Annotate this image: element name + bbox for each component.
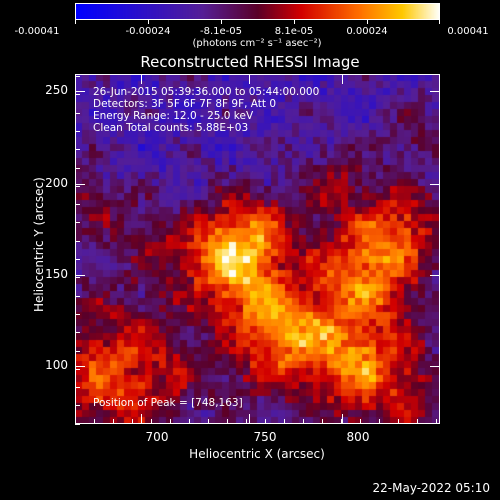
x-axis-label: Heliocentric X (arcsec) — [189, 447, 325, 461]
colorbar-tick-label: 8.1e-05 — [274, 26, 314, 37]
y-major-tick — [75, 275, 85, 276]
y-minor-tick — [75, 332, 80, 334]
colorbar-tick-label: -0.00024 — [125, 26, 171, 37]
x-minor-tick — [341, 419, 342, 424]
y-minor-tick — [75, 112, 80, 114]
x-minor-tick — [170, 419, 171, 424]
y-tick-label: 150 — [45, 267, 68, 281]
y-minor-tick — [75, 130, 80, 132]
x-major-tick-top — [249, 74, 250, 84]
y-major-tick — [75, 184, 85, 185]
y-major-tick-right — [430, 184, 440, 185]
colorbar-tick — [75, 19, 76, 24]
y-minor-tick — [75, 387, 80, 389]
x-major-tick — [342, 414, 343, 424]
x-minor-tick — [113, 419, 114, 424]
colorbar-tick — [367, 19, 368, 24]
x-minor-tick — [246, 419, 247, 424]
y-major-tick-right — [430, 275, 440, 276]
timestamp: 22-May-2022 05:10 — [372, 481, 490, 495]
x-tick-label: 700 — [145, 430, 169, 444]
y-minor-tick — [75, 295, 80, 297]
x-minor-tick — [379, 419, 380, 424]
y-major-tick — [75, 91, 85, 92]
x-tick-label: 800 — [346, 430, 370, 444]
x-minor-tick — [322, 419, 323, 424]
y-minor-tick — [75, 423, 80, 425]
y-major-tick-right — [430, 91, 440, 92]
info-detectors: Detectors: 3F 5F 6F 7F 8F 9F, Att 0 — [93, 98, 277, 110]
x-minor-tick — [189, 419, 190, 424]
y-minor-tick — [75, 350, 80, 352]
rhessi-image — [75, 74, 440, 424]
y-minor-tick — [75, 222, 80, 224]
y-minor-tick — [75, 240, 80, 242]
colorbar-tick-label: 0.00041 — [447, 26, 489, 37]
y-minor-tick — [75, 405, 80, 407]
x-major-tick-top — [342, 74, 343, 84]
colorbar-tick-label: -0.00041 — [14, 26, 60, 37]
x-minor-tick — [151, 419, 152, 424]
colorbar-units: (photons cm⁻² s⁻¹ asec⁻²) — [192, 38, 322, 49]
info-time-range: 26-Jun-2015 05:39:36.000 to 05:44:00.000 — [93, 86, 320, 98]
x-minor-tick — [436, 419, 437, 424]
colorbar — [75, 3, 440, 20]
y-minor-tick — [75, 185, 80, 187]
info-energy-range: Energy Range: 12.0 - 25.0 keV — [93, 110, 254, 122]
x-minor-tick — [398, 419, 399, 424]
y-minor-tick — [75, 368, 80, 370]
y-minor-tick — [75, 76, 80, 77]
peak-position: Position of Peak = [748,163] — [93, 397, 243, 409]
colorbar-tick — [148, 19, 149, 24]
y-major-tick — [75, 366, 85, 367]
y-minor-tick — [75, 167, 80, 169]
colorbar-tick — [439, 19, 440, 24]
y-minor-tick — [75, 313, 80, 315]
y-minor-tick — [75, 149, 80, 151]
x-minor-tick — [94, 419, 95, 424]
colorbar-tick — [221, 19, 222, 24]
x-major-tick — [249, 414, 250, 424]
x-minor-tick — [360, 419, 361, 424]
colorbar-tick — [294, 19, 295, 24]
y-minor-tick — [75, 94, 80, 96]
info-clean-counts: Clean Total counts: 5.88E+03 — [93, 122, 249, 134]
image-title: Reconstructed RHESSI Image — [140, 53, 360, 71]
colorbar-tick-label: -8.1e-05 — [200, 26, 242, 37]
x-minor-tick — [303, 419, 304, 424]
colorbar-tick-label: 0.00024 — [346, 26, 388, 37]
x-minor-tick — [284, 419, 285, 424]
y-minor-tick — [75, 277, 80, 279]
x-major-tick-top — [141, 74, 142, 84]
y-minor-tick — [75, 204, 80, 206]
x-major-tick — [141, 414, 142, 424]
y-major-tick-right — [430, 366, 440, 367]
y-minor-tick — [75, 259, 80, 260]
x-minor-tick — [417, 419, 418, 424]
y-tick-label: 200 — [45, 176, 68, 190]
y-axis-label: Heliocentric Y (arcsec) — [32, 177, 46, 312]
x-tick-label: 750 — [253, 430, 277, 444]
x-minor-tick — [227, 419, 228, 424]
y-tick-label: 100 — [45, 358, 68, 372]
x-minor-tick — [208, 419, 209, 424]
x-minor-tick — [132, 419, 133, 424]
y-tick-label: 250 — [45, 83, 68, 97]
x-minor-tick — [75, 419, 76, 424]
x-minor-tick — [265, 419, 266, 424]
